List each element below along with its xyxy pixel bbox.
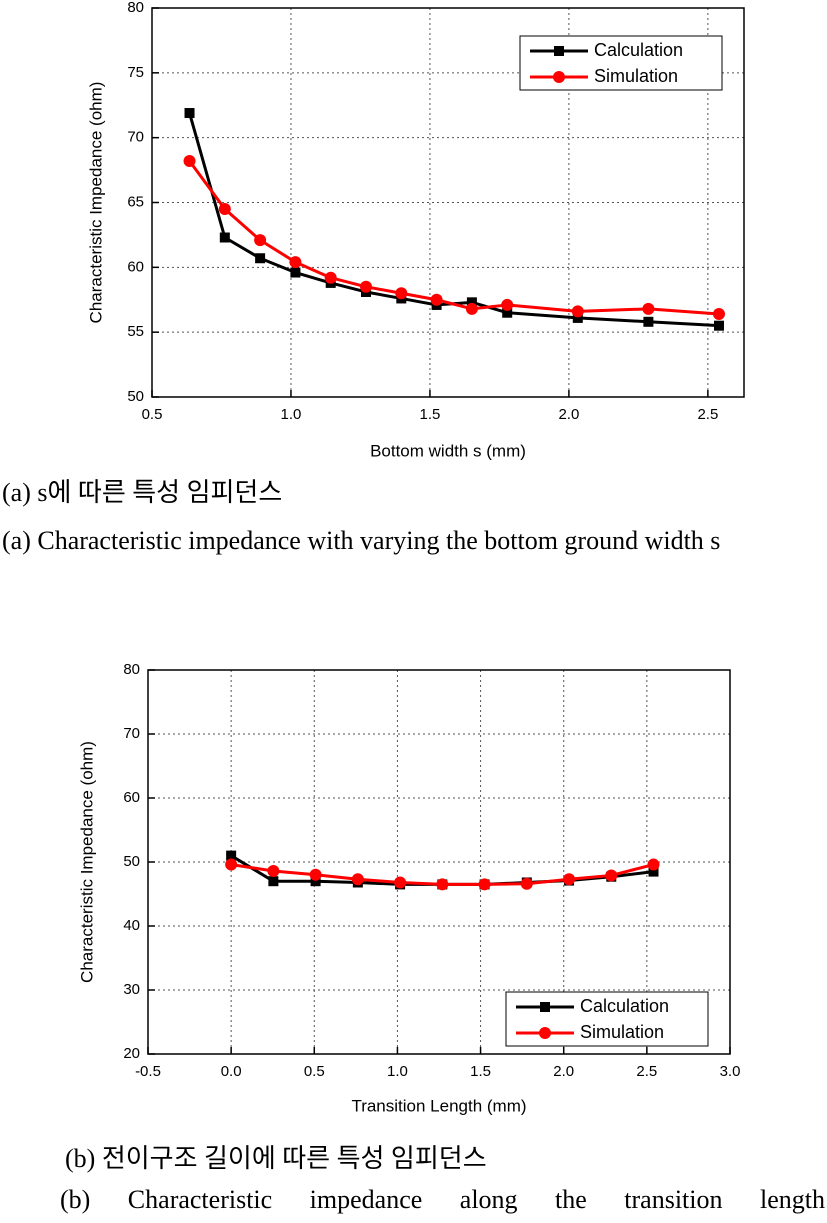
x-tick-label: 3.0 <box>720 1063 741 1080</box>
y-axis-title: Characteristic Impedance (ohm) <box>77 741 96 983</box>
x-tick-label: 0.5 <box>304 1063 325 1080</box>
data-point <box>520 877 533 890</box>
y-tick-label: 40 <box>123 917 140 934</box>
legend-label: Simulation <box>580 1022 664 1042</box>
data-point <box>647 858 660 871</box>
data-point <box>268 876 279 887</box>
data-point <box>351 873 364 886</box>
caption-korean: (b) 전이구조 길이에 따른 특성 임피던스 <box>65 1144 487 1173</box>
data-point <box>648 866 659 877</box>
data-point <box>183 155 196 168</box>
data-point <box>267 864 280 877</box>
legend-marker <box>554 46 564 56</box>
x-tick-label: 1.5 <box>470 1063 491 1080</box>
data-point <box>465 302 478 315</box>
legend-marker <box>539 1027 551 1039</box>
plot-frame <box>147 669 731 1055</box>
data-point <box>563 873 576 886</box>
x-tick-label: 2.5 <box>697 406 718 423</box>
y-tick-label: 30 <box>123 981 140 998</box>
y-tick-label: 65 <box>127 193 144 210</box>
data-point <box>218 202 231 215</box>
x-tick-label: -0.5 <box>135 1063 161 1080</box>
legend-label: Calculation <box>580 996 669 1016</box>
y-tick-label: 80 <box>123 661 140 678</box>
data-point <box>225 858 238 871</box>
data-point <box>184 108 195 119</box>
data-point <box>324 271 337 284</box>
x-tick-label: 1.0 <box>387 1063 408 1080</box>
caption-english: (a) Characteristic impedance with varyin… <box>2 526 721 555</box>
x-tick-label: 0.5 <box>142 406 163 423</box>
series-line <box>188 112 720 328</box>
data-point <box>255 253 266 264</box>
x-tick-label: 1.5 <box>420 406 441 423</box>
y-tick-label: 50 <box>123 853 140 870</box>
data-point <box>290 267 301 278</box>
data-point <box>219 232 230 243</box>
x-tick-label: 2.5 <box>636 1063 657 1080</box>
data-point <box>395 287 408 300</box>
legend-marker <box>540 1002 550 1012</box>
data-point <box>642 302 655 315</box>
data-point <box>571 305 584 318</box>
data-point <box>466 297 477 308</box>
x-axis-title: Transition Length (mm) <box>351 1096 526 1115</box>
y-tick-label: 20 <box>123 1045 140 1062</box>
y-tick-label: 60 <box>127 258 144 275</box>
plot-frame <box>151 7 745 398</box>
data-point <box>436 878 449 891</box>
legend-label: Calculation <box>594 40 683 60</box>
data-point <box>430 293 443 306</box>
data-point <box>501 298 514 311</box>
legend-label: Simulation <box>594 66 678 86</box>
data-point <box>309 868 322 881</box>
y-tick-label: 70 <box>127 129 144 146</box>
data-point <box>254 234 267 247</box>
caption-korean: (a) s에 따른 특성 임피던스 <box>2 478 283 507</box>
series-line <box>188 160 720 316</box>
y-tick-label: 60 <box>123 789 140 806</box>
data-point <box>605 869 618 882</box>
data-point <box>478 878 491 891</box>
x-tick-label: 1.0 <box>281 406 302 423</box>
y-tick-label: 50 <box>127 388 144 405</box>
data-point <box>712 308 725 321</box>
data-point <box>713 320 724 331</box>
x-tick-label: 2.0 <box>558 406 579 423</box>
data-point <box>226 850 237 861</box>
data-point <box>289 256 302 269</box>
caption-english: (b) Characteristic impedance along the t… <box>60 1185 825 1214</box>
data-point <box>360 280 373 293</box>
data-point <box>643 316 654 327</box>
x-tick-label: 2.0 <box>553 1063 574 1080</box>
y-tick-label: 75 <box>127 64 144 81</box>
y-tick-label: 70 <box>123 725 140 742</box>
legend-marker <box>553 71 565 83</box>
y-tick-label: 80 <box>127 0 144 16</box>
data-point <box>394 876 407 889</box>
y-axis-title: Characteristic Impedance (ohm) <box>86 82 105 324</box>
legend-box <box>505 991 709 1047</box>
legend-box <box>519 35 723 91</box>
y-tick-label: 55 <box>127 323 144 340</box>
data-point <box>502 307 513 318</box>
x-axis-title: Bottom width s (mm) <box>370 441 526 460</box>
data-point <box>572 312 583 323</box>
data-point <box>310 876 321 887</box>
x-tick-label: 0.0 <box>221 1063 242 1080</box>
